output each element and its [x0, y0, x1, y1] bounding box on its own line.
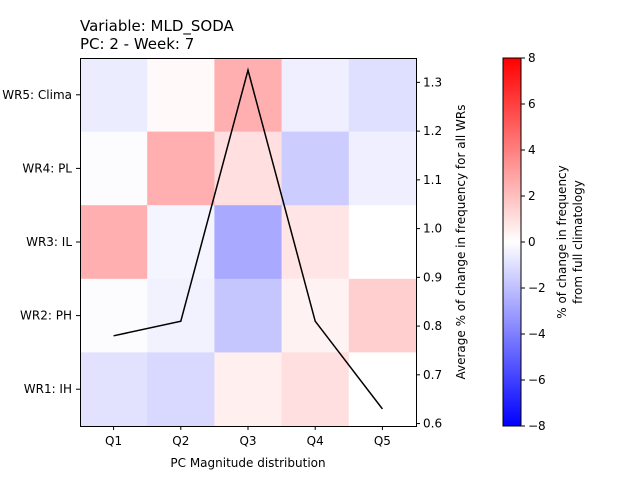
heatmap-cell [214, 352, 283, 427]
heatmap-cell [348, 278, 417, 353]
heatmap-cell [281, 58, 350, 133]
heatmap-cell [281, 352, 350, 427]
heatmap-cell [80, 352, 148, 427]
x-tick-label: Q5 [374, 434, 391, 448]
colorbar-tick-label: 8 [528, 51, 536, 65]
x-axis-label: PC Magnitude distribution [170, 456, 325, 470]
heatmap-cell [147, 278, 215, 353]
heatmap-cell [214, 131, 283, 206]
right-y-tick-label: 1.1 [423, 173, 442, 187]
heatmap-cell [80, 131, 148, 206]
colorbar [502, 57, 522, 427]
row-tick-label: WR1: IH [24, 382, 72, 396]
colorbar-label-line2: from full climatology [571, 180, 585, 304]
colorbar-ticks: −8 −6 −4 −2 0 2 4 6 8 [521, 51, 546, 433]
right-y-axis-label: Average % of change in frequency for all… [454, 104, 468, 379]
heatmap-cell [348, 131, 417, 206]
heatmap-cell [147, 131, 215, 206]
colorbar-tick-label: 6 [528, 97, 536, 111]
row-tick-label: WR2: PH [20, 309, 72, 323]
right-y-tick-label: 0.6 [423, 417, 442, 431]
right-y-tick-label: 0.8 [423, 319, 442, 333]
heatmap-cell [214, 278, 283, 353]
heatmap-cell [348, 58, 417, 133]
row-tick-label: WR5: Clima [2, 88, 72, 102]
heatmap-cell [80, 205, 148, 280]
heatmap-cell [214, 205, 283, 280]
x-tick-label: Q2 [172, 434, 189, 448]
colorbar-tick-label: −2 [528, 281, 546, 295]
heatmap-cell [281, 278, 350, 353]
colorbar-label-line1: % of change in frequency [555, 165, 569, 319]
heatmap-cells [80, 58, 417, 427]
x-axis: Q1 Q2 Q3 Q4 Q5 [105, 426, 391, 448]
heatmap-cell [348, 205, 417, 280]
heatmap-cell [348, 352, 417, 427]
row-tick-label: WR3: IL [26, 235, 72, 249]
colorbar-tick-label: −8 [528, 419, 546, 433]
colorbar-tick-label: 2 [528, 189, 536, 203]
average-change-line [113, 67, 383, 410]
x-tick-label: Q4 [307, 434, 324, 448]
colorbar-tick-label: 0 [528, 235, 536, 249]
right-y-tick-label: 0.7 [423, 368, 442, 382]
heatmap-cell [147, 352, 215, 427]
heatmap-cell [147, 58, 215, 133]
right-y-tick-label: 1.2 [423, 124, 442, 138]
right-y-tick-label: 1.0 [423, 222, 442, 236]
right-y-tick-label: 0.9 [423, 270, 442, 284]
right-y-axis: 0.6 0.7 0.8 0.9 1.0 1.1 1.2 1.3 [416, 75, 442, 431]
row-axis: WR5: Clima WR4: PL WR3: IL WR2: PH WR1: IH [2, 88, 80, 396]
heatmap-cell [80, 58, 148, 133]
colorbar-tick-label: −6 [528, 373, 546, 387]
x-tick-label: Q3 [239, 434, 256, 448]
x-tick-label: Q1 [105, 434, 122, 448]
row-tick-label: WR4: PL [22, 161, 72, 175]
heatmap-cell [80, 278, 148, 353]
heatmap-cell [281, 131, 350, 206]
heatmap-cell [147, 205, 215, 280]
heatmap-cell [281, 205, 350, 280]
chart-title-line2: PC: 2 - Week: 7 [80, 35, 194, 53]
right-y-tick-label: 1.3 [423, 75, 442, 89]
colorbar-tick-label: 4 [528, 143, 536, 157]
colorbar-tick-label: −4 [528, 327, 546, 341]
chart-title-line1: Variable: MLD_SODA [80, 17, 235, 36]
